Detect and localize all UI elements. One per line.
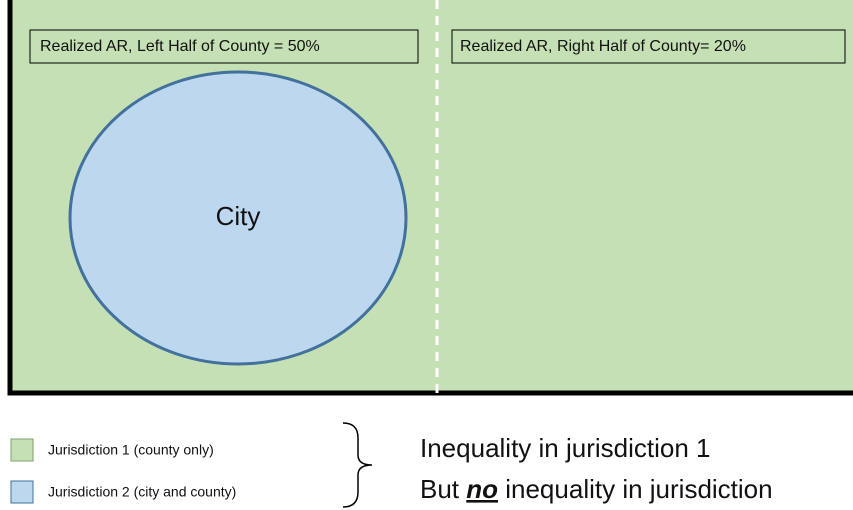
right-label: Realized AR, Right Half of County= 20% (460, 38, 746, 55)
note-line: But no inequality in jurisdiction (420, 474, 773, 504)
legend-label: Jurisdiction 1 (county only) (48, 442, 214, 458)
brace (342, 422, 373, 508)
legend-label: Jurisdiction 2 (city and county) (48, 484, 236, 500)
note-text: But (420, 474, 466, 504)
right-label-box (451, 29, 846, 64)
note-line: Inequality in jurisdiction 1 (420, 433, 711, 463)
left-label: Realized AR, Left Half of County = 50% (40, 38, 320, 55)
note-emphasis: no (466, 474, 498, 504)
left-label-box (29, 29, 419, 64)
legend-swatch (10, 480, 34, 504)
city-area (68, 70, 408, 366)
legend-swatch (10, 438, 34, 462)
city-label: City (216, 201, 261, 231)
note-text: inequality in jurisdiction (498, 474, 773, 504)
